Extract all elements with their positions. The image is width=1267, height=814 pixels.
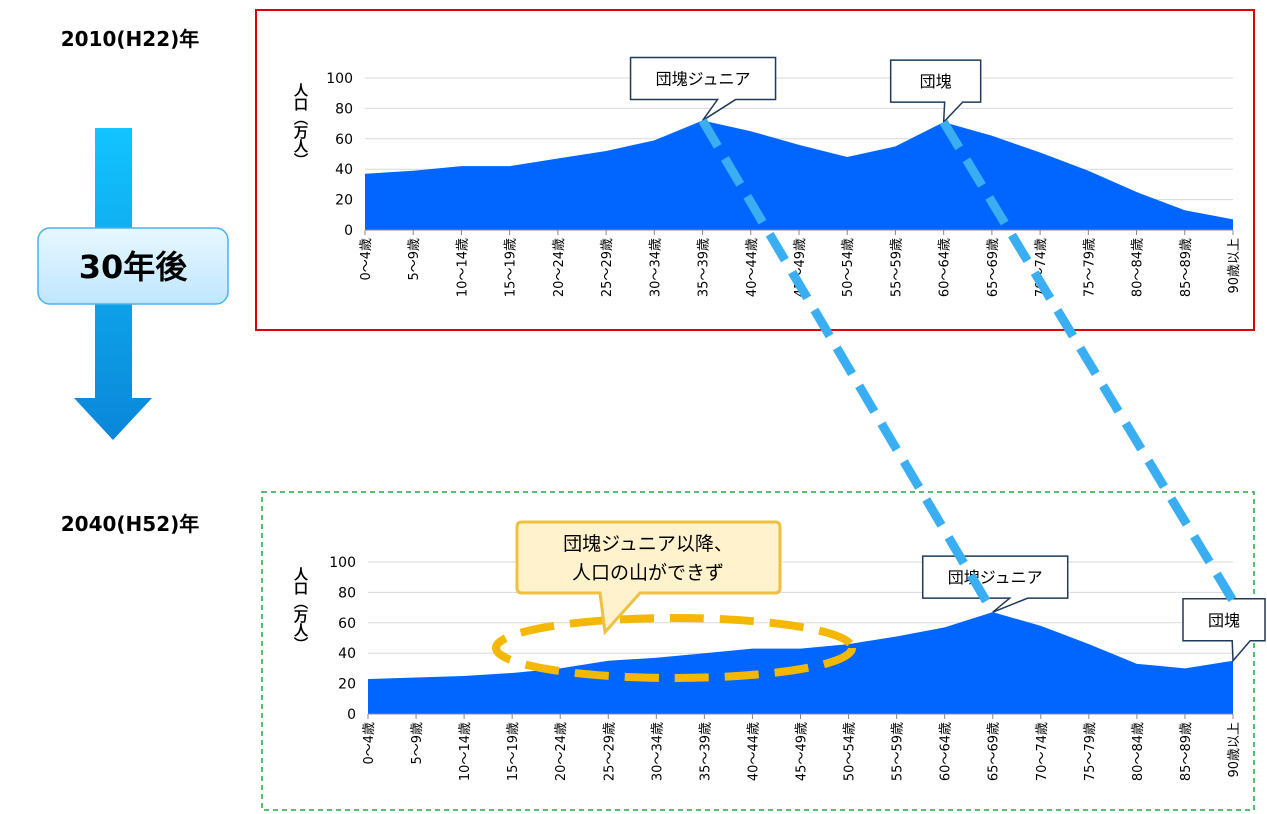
x-tick-label: 30～34歳: [648, 238, 663, 297]
x-tick-label: 45～49歳: [795, 722, 810, 781]
y-axis-label: 人口（万人）: [292, 82, 309, 167]
x-tick-label: 40～44歳: [745, 238, 760, 297]
y-tick-label: 80: [335, 101, 353, 117]
y-tick-label: 40: [338, 646, 356, 662]
frame-2010: [255, 9, 1255, 331]
x-tick-label: 10～14歳: [455, 238, 470, 297]
annotation: 団塊: [1208, 611, 1240, 630]
callout-box: [515, 520, 782, 636]
arrow-label: 30年後: [79, 248, 189, 286]
x-tick-label: 85～89歳: [1179, 722, 1194, 781]
x-tick-label: 25～29歳: [602, 722, 617, 781]
callout-text: 団塊ジュニア以降、: [563, 533, 733, 555]
x-tick-label: 90歳以上: [1227, 722, 1242, 778]
x-tick-label: 55～59歳: [891, 722, 906, 781]
x-tick-label: 30～34歳: [650, 722, 665, 781]
x-tick-label: 60～64歳: [938, 238, 953, 297]
y-tick-label: 0: [344, 223, 353, 239]
x-tick-label: 80～84歳: [1131, 722, 1146, 781]
area: [368, 612, 1233, 714]
x-tick-label: 90歳以上: [1227, 238, 1242, 294]
annotation-box: [921, 555, 1069, 613]
x-tick-label: 15～19歳: [504, 238, 519, 297]
annotation-box: [889, 59, 982, 125]
y-tick-label: 60: [338, 616, 356, 632]
y-tick-label: 20: [338, 677, 356, 693]
callout-ellipse: [492, 614, 856, 682]
x-tick-label: 80～84歳: [1131, 238, 1146, 297]
y-tick-label: 20: [335, 193, 353, 209]
x-tick-label: 15～19歳: [506, 722, 521, 781]
x-tick-label: 0～4歳: [362, 722, 377, 765]
x-tick-label: 10～14歳: [458, 722, 473, 781]
x-tick-label: 65～69歳: [987, 722, 1002, 781]
arrow-label-box: [37, 227, 229, 305]
period-label: 2010(H22)年: [61, 27, 200, 51]
y-tick-label: 60: [335, 132, 353, 148]
period-label: 2040(H52)年: [61, 512, 200, 536]
annotation-box: [1182, 598, 1266, 663]
cohort-connector: [698, 118, 997, 615]
x-tick-label: 75～79歳: [1083, 722, 1098, 781]
y-axis-label: 人口（万人）: [292, 566, 309, 651]
x-tick-label: 40～44歳: [746, 722, 761, 781]
x-tick-label: 20～24歳: [552, 238, 567, 297]
annotation: 団塊ジュニア: [656, 70, 751, 89]
x-tick-label: 65～69歳: [986, 238, 1001, 297]
y-tick-label: 40: [335, 162, 353, 178]
x-tick-label: 75～79歳: [1082, 238, 1097, 297]
annotation: 団塊: [920, 72, 952, 91]
y-tick-label: 100: [329, 555, 356, 571]
x-tick-label: 85～89歳: [1179, 238, 1194, 297]
x-tick-label: 5～9歳: [407, 238, 422, 281]
x-tick-label: 60～64歳: [939, 722, 954, 781]
x-tick-label: 70～74歳: [1035, 722, 1050, 781]
x-tick-label: 35～39歳: [698, 722, 713, 781]
y-tick-label: 0: [347, 707, 356, 723]
x-tick-label: 25～29歳: [600, 238, 615, 297]
x-tick-label: 55～59歳: [889, 238, 904, 297]
y-tick-label: 100: [326, 71, 353, 87]
x-tick-label: 50～54歳: [843, 722, 858, 781]
area: [365, 120, 1233, 230]
cohort-connector: [939, 119, 1237, 604]
x-tick-label: 20～24歳: [554, 722, 569, 781]
x-tick-label: 5～9歳: [410, 722, 425, 765]
annotation-box: [629, 56, 777, 122]
annotation: 団塊ジュニア: [948, 568, 1043, 587]
x-tick-label: 0～4歳: [359, 238, 374, 281]
x-tick-label: 35～39歳: [697, 238, 712, 297]
x-tick-label: 50～54歳: [841, 238, 856, 297]
callout-text: 人口の山ができず: [572, 562, 724, 584]
y-tick-label: 80: [338, 585, 356, 601]
frame-2040: [261, 491, 1255, 811]
